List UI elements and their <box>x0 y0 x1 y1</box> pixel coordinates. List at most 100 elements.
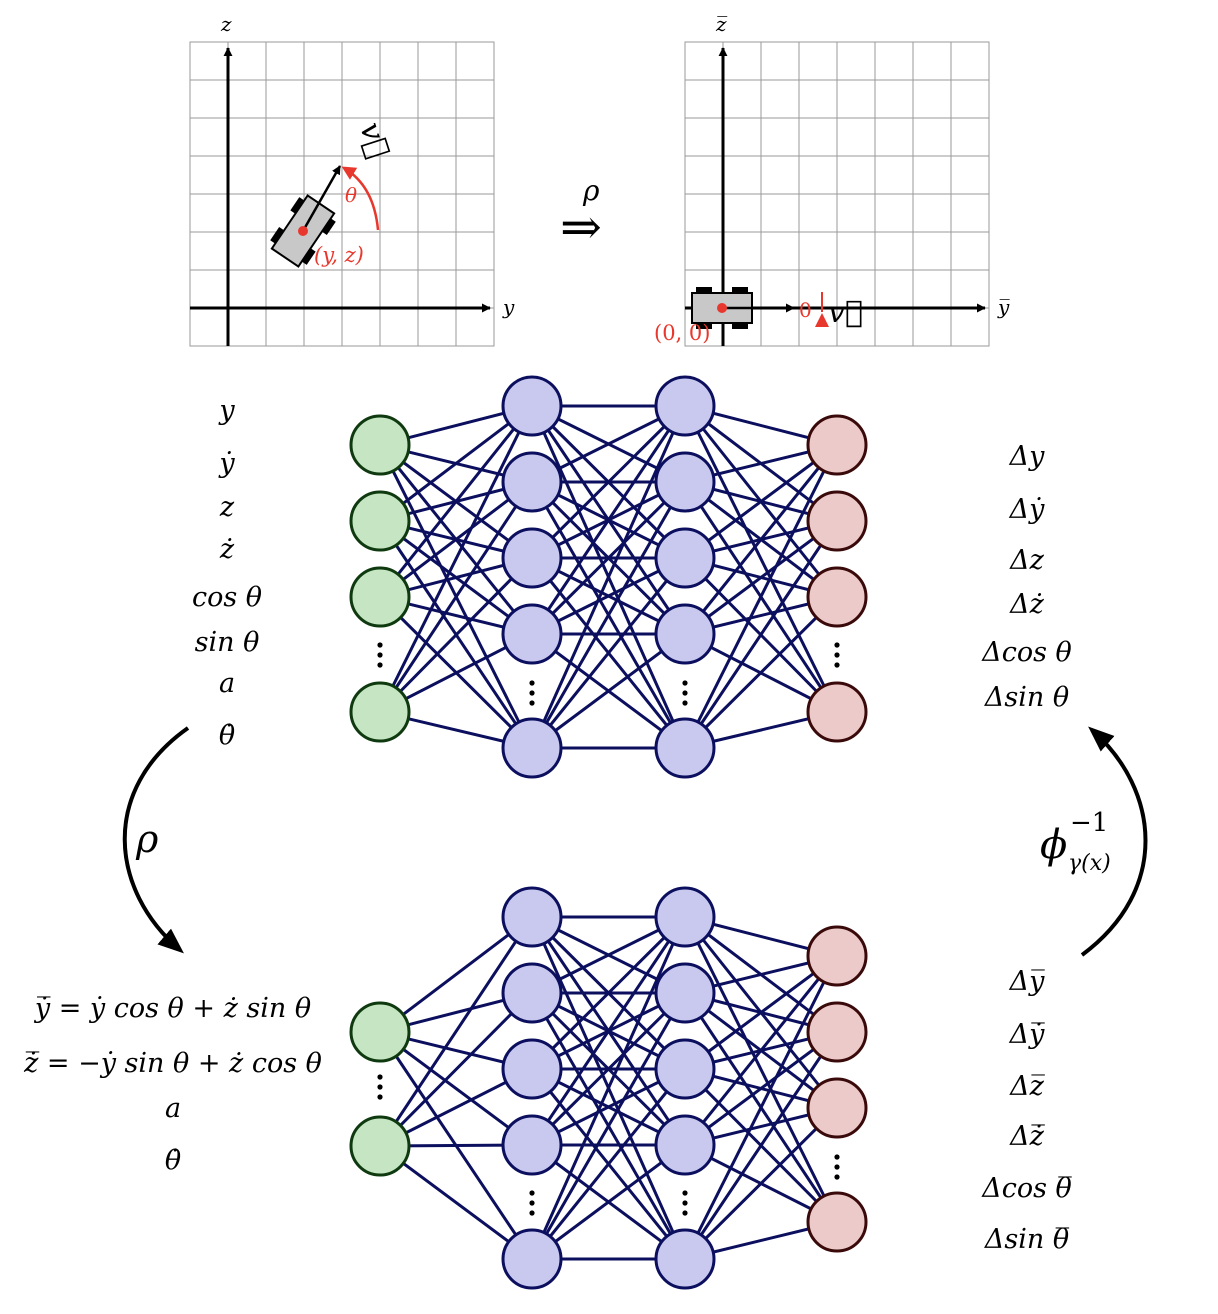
top-hidden2-node <box>654 603 716 665</box>
top-edge <box>379 404 533 523</box>
top-output-label: Δẏ <box>1009 494 1045 525</box>
top-edge <box>530 480 687 636</box>
theta-label-left: θ <box>345 183 357 207</box>
bottom-hidden1-node <box>501 886 563 948</box>
nodes-top <box>349 375 868 779</box>
bottom-input-node <box>349 1001 411 1063</box>
bottom-edge <box>379 915 533 1034</box>
bottom-output-node <box>806 1191 868 1253</box>
bottom-input-label: y̅̇ = ẏ cos θ + ż sin θ <box>34 993 311 1024</box>
top-output-node <box>806 681 868 743</box>
zero-angle-label: 0 <box>799 298 812 322</box>
top-edge <box>530 557 687 749</box>
top-output-node <box>806 490 868 552</box>
top-edge <box>530 405 687 635</box>
bottom-edge <box>683 955 839 1146</box>
top-ellipsis <box>529 680 535 706</box>
top-edge <box>378 556 534 714</box>
top-output-label: Δcos θ <box>981 637 1072 668</box>
edges-top <box>378 404 839 750</box>
bottom-input-label: a <box>165 1093 181 1124</box>
top-edge <box>530 404 687 560</box>
bottom-hidden2-node <box>654 886 716 948</box>
bottom-output-node <box>806 925 868 987</box>
bottom-edge <box>683 1031 839 1260</box>
bottom-edge <box>530 1068 687 1260</box>
grid-left <box>189 41 495 347</box>
bottom-edge <box>379 1030 533 1147</box>
z-axis-label-left: z <box>220 12 232 36</box>
top-ellipsis <box>377 642 383 668</box>
top-hidden2-node <box>654 375 716 437</box>
top-output-label: Δsin θ <box>984 682 1069 713</box>
bottom-edge <box>530 991 687 1147</box>
top-input-label: z <box>219 492 235 523</box>
bottom-edge <box>530 915 687 1071</box>
bottom-output-node <box>806 1077 868 1139</box>
top-hidden2-node <box>654 717 716 779</box>
bottom-ellipsis <box>529 1190 535 1216</box>
rho-label-top: ρ <box>582 174 600 207</box>
top-ellipsis <box>834 642 840 668</box>
top-input-node <box>349 566 411 628</box>
bottom-ellipsis <box>682 1190 688 1216</box>
top-edge <box>530 481 687 749</box>
outputs-bottom: Δy̅ Δy̅̇ Δz̅ Δz̅̇ Δcos θ̅ Δsin θ̅ <box>981 966 1072 1255</box>
network-top <box>349 375 868 779</box>
top-edge <box>683 520 839 749</box>
top-output-label: Δy <box>1009 441 1045 472</box>
top-input-node <box>349 414 411 476</box>
top-hidden2-node <box>654 451 716 513</box>
nodes-bottom <box>349 886 868 1290</box>
top-hidden1-node <box>501 717 563 779</box>
top-edge <box>683 405 839 713</box>
top-input-node <box>349 681 411 743</box>
bottom-edge <box>683 916 839 1223</box>
velocity-label-right: v⃗ <box>828 295 863 330</box>
bottom-hidden2-node <box>654 1038 716 1100</box>
y-axis-label-right: y̅ <box>997 295 1010 319</box>
bottom-edge <box>684 1030 838 1147</box>
bottom-input-label: θ̇ <box>165 1145 181 1176</box>
bottom-hidden1-node <box>501 962 563 1024</box>
bottom-output-label: Δy̅ <box>1009 966 1045 997</box>
rho-label-left: ρ <box>135 817 159 861</box>
top-input-label: a <box>219 668 235 699</box>
bottom-output-node <box>806 1001 868 1063</box>
top-ellipsis <box>682 680 688 706</box>
bottom-edge <box>684 954 838 1071</box>
top-output-label: Δż <box>1009 589 1044 620</box>
plot-original-frame: y z v⃗ θ (y, z) <box>189 12 515 347</box>
top-edge <box>378 481 534 713</box>
implies-arrow: ⇒ <box>560 198 602 256</box>
bottom-edge <box>530 916 687 1146</box>
bottom-output-label: Δsin θ̅ <box>984 1224 1069 1255</box>
top-edge <box>531 632 686 750</box>
inputs-bottom: y̅̇ = ẏ cos θ + ż sin θ z̅̇ = −ẏ sin θ + … <box>23 993 322 1176</box>
left-curved-arrow: ρ <box>122 726 190 954</box>
top-output-node <box>806 414 868 476</box>
y-axis-label-left: y <box>502 295 515 319</box>
bottom-output-label: Δcos θ̅ <box>981 1173 1072 1204</box>
phi-label: ϕ <box>1040 822 1067 868</box>
bottom-hidden2-node <box>654 1114 716 1176</box>
bottom-input-label: z̅̇ = −ẏ sin θ + ż cos θ <box>23 1048 322 1079</box>
bottom-hidden2-node <box>654 1228 716 1290</box>
top-edge <box>378 405 534 598</box>
zero-angle-arrowhead <box>815 313 829 327</box>
bottom-hidden2-node <box>654 962 716 1024</box>
bottom-input-node <box>349 1115 411 1177</box>
top-output-node <box>806 566 868 628</box>
bottom-edge <box>379 1144 533 1261</box>
top-input-label: sin θ <box>195 627 260 658</box>
top-edge <box>378 405 534 713</box>
top-input-node <box>349 490 411 552</box>
bottom-edge <box>683 1106 839 1261</box>
top-edge <box>684 519 838 636</box>
bottom-output-label: Δz̅ <box>1009 1071 1045 1102</box>
origin-label-right: (0, 0) <box>654 321 710 345</box>
top-input-label: θ̇ <box>219 720 235 751</box>
car-center-right <box>717 303 727 313</box>
network-bottom <box>349 886 868 1290</box>
bottom-hidden1-node <box>501 1114 563 1176</box>
